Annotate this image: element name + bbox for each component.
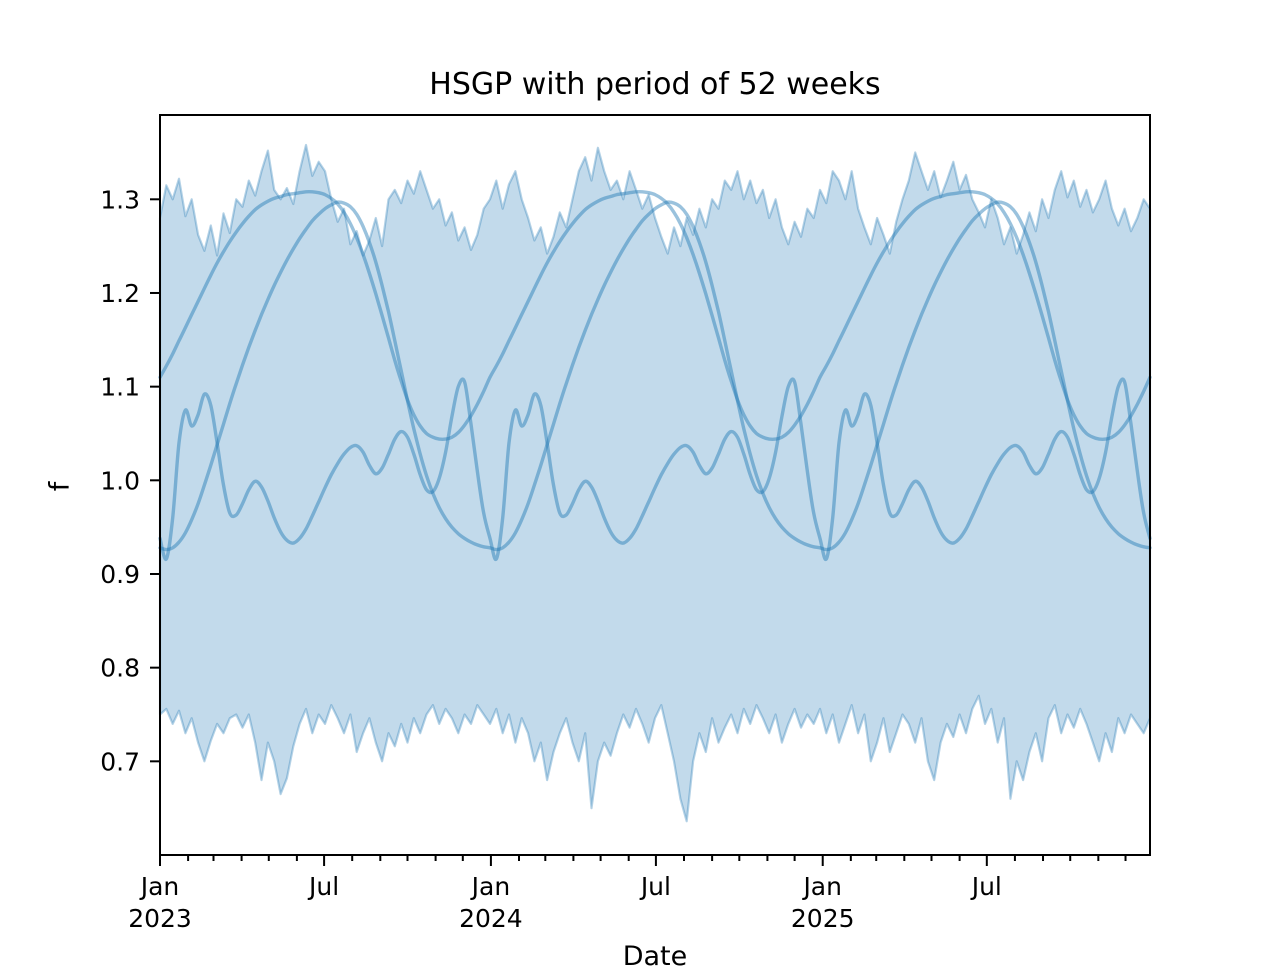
y-tick-label: 0.8 (100, 654, 140, 683)
x-tick-label-month: Jul (639, 872, 671, 901)
chart-title: HSGP with period of 52 weeks (429, 67, 881, 102)
x-tick-label-month: Jan (139, 872, 180, 901)
y-tick-label: 1.2 (100, 279, 140, 308)
x-tick-label-year: 2023 (128, 904, 192, 933)
x-tick-label-year: 2025 (791, 904, 855, 933)
posterior-sample-3-line (158, 377, 1152, 562)
credible-band (158, 143, 1152, 823)
y-tick-label: 1.1 (100, 373, 140, 402)
x-tick-label-month: Jul (970, 872, 1002, 901)
x-tick-label-year: 2024 (459, 904, 523, 933)
x-tick-label-month: Jan (470, 872, 511, 901)
y-tick-label: 1.0 (100, 466, 140, 495)
y-tick-label: 0.9 (100, 560, 140, 589)
y-tick-label: 1.3 (100, 185, 140, 214)
x-tick-label-month: Jan (801, 872, 842, 901)
posterior-sample-2-line (158, 200, 1152, 552)
y-tick-label: 0.7 (100, 747, 140, 776)
x-tick-label-month: Jul (307, 872, 339, 901)
posterior-sample-1-line (158, 190, 1152, 442)
x-axis-label: Date (622, 941, 688, 972)
